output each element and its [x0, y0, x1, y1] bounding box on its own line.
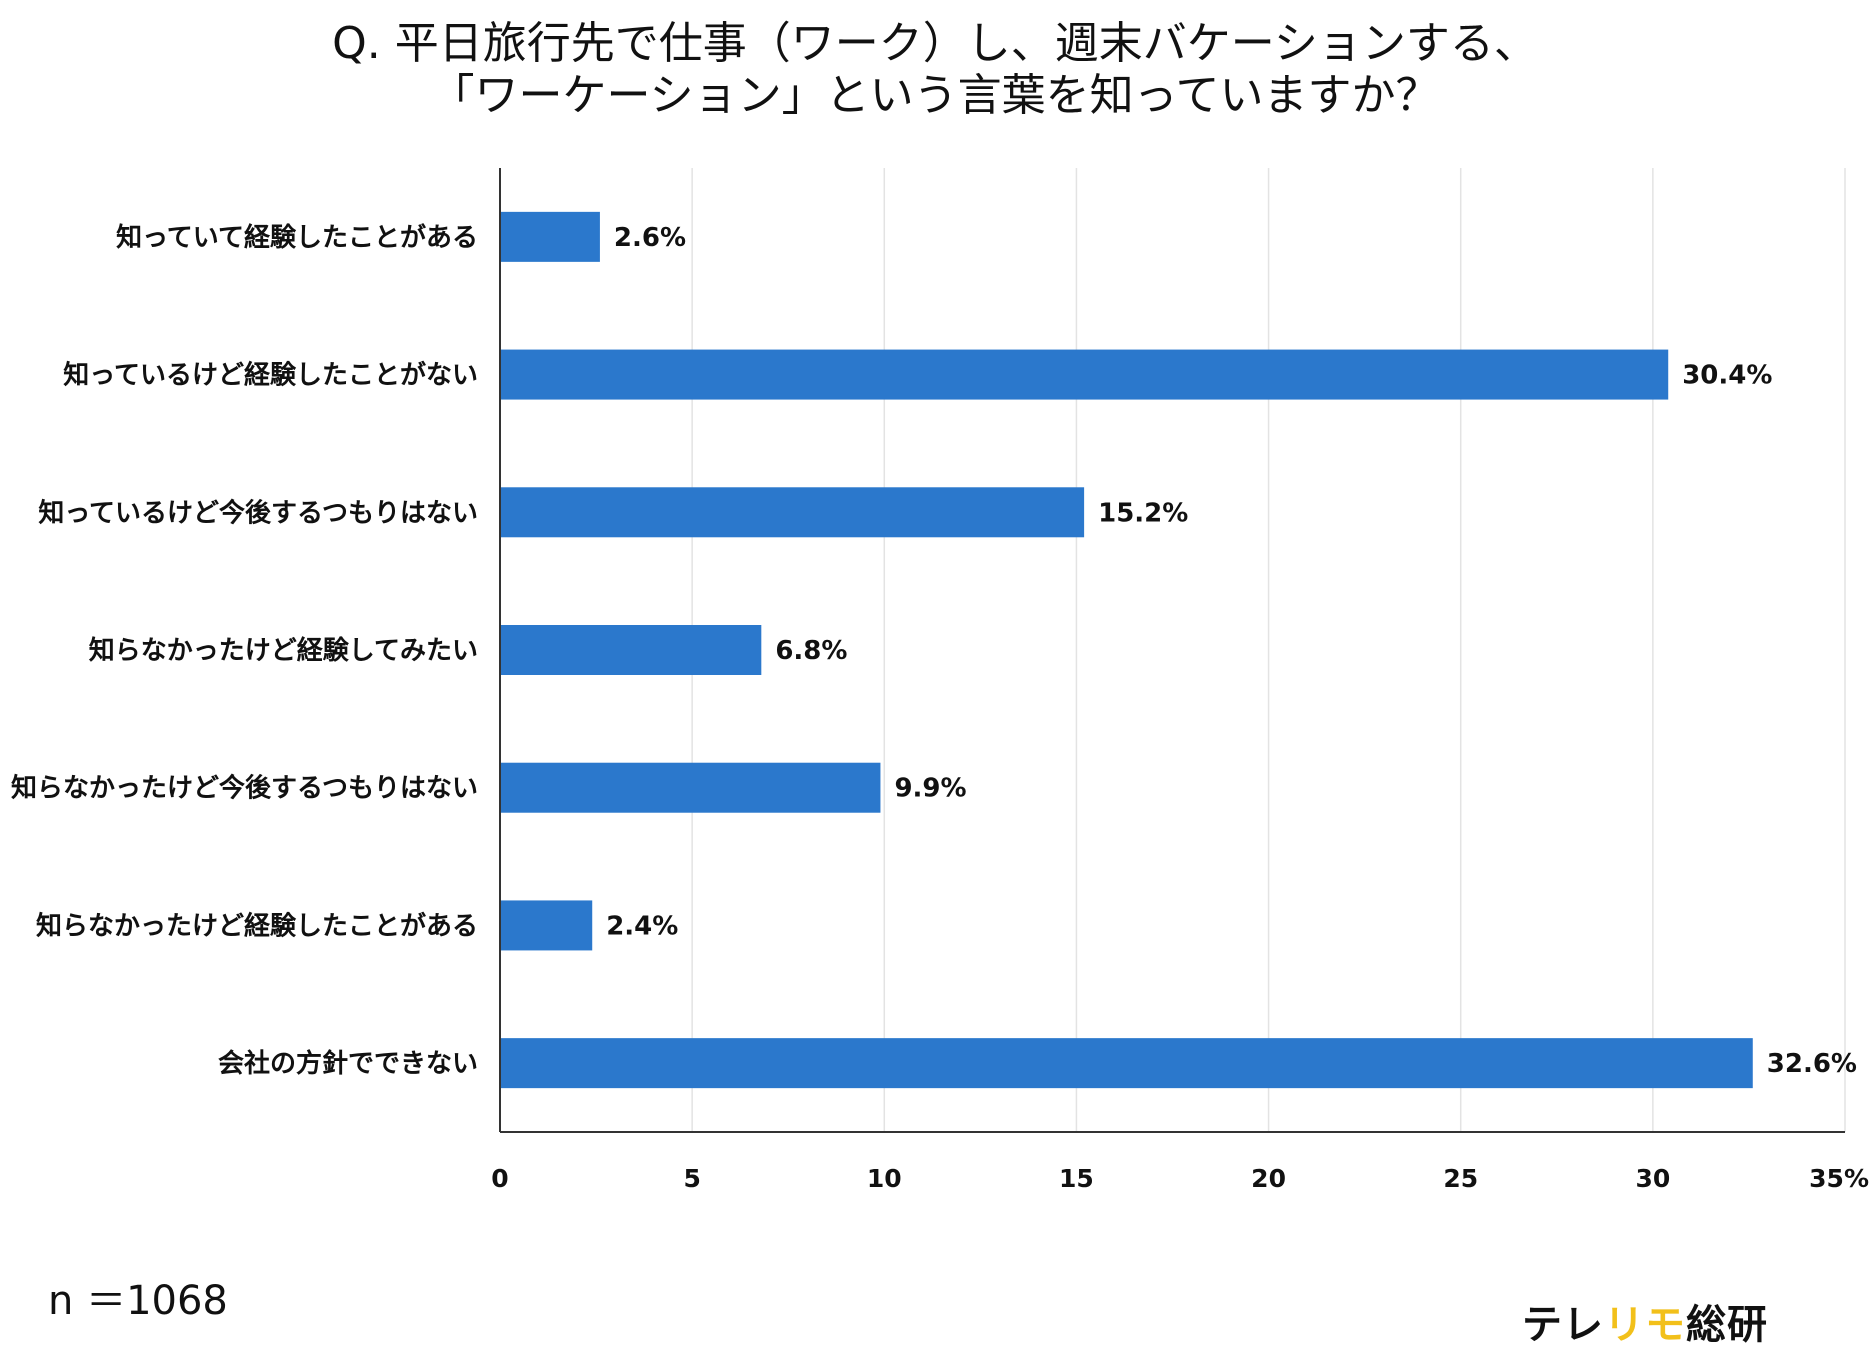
- x-tick-label-35: 35%: [1809, 1164, 1869, 1193]
- brand-logo: テレリモ総研: [1522, 1292, 1768, 1350]
- bar-6: [500, 900, 593, 951]
- value-label-2: 30.4%: [1682, 361, 1772, 391]
- value-label-3: 15.2%: [1098, 498, 1188, 528]
- category-label-3: 知っているけど今後するつもりはない: [38, 497, 478, 528]
- bar-4: [500, 625, 762, 675]
- category-label-2: 知っているけど経験したことがない: [63, 360, 478, 391]
- value-label-4: 6.8%: [775, 636, 847, 666]
- category-label-7: 会社の方針でできない: [218, 1048, 478, 1079]
- bar-7: [500, 1038, 1753, 1089]
- category-label-4: 知らなかったけど経験してみたい: [89, 635, 478, 666]
- value-label-1: 2.6%: [614, 223, 686, 253]
- value-label-6: 2.4%: [606, 911, 678, 941]
- bar-3: [500, 487, 1085, 538]
- x-tick-label-25: 25: [1443, 1164, 1478, 1193]
- x-tick-label-5: 5: [683, 1164, 700, 1193]
- value-label-5: 9.9%: [894, 774, 966, 804]
- category-label-5: 知らなかったけど今後するつもりはない: [11, 773, 478, 804]
- x-tick-label-20: 20: [1251, 1164, 1286, 1193]
- x-tick-label-10: 10: [867, 1164, 902, 1193]
- title-line-2: 「ワーケーション」という言葉を知っていますか？: [430, 70, 1440, 121]
- category-label-6: 知らなかったけど経験したことがある: [36, 910, 478, 941]
- bar-5: [500, 762, 881, 813]
- category-label-1: 知っていて経験したことがある: [116, 222, 478, 253]
- chart-title: Q. 平日旅行先で仕事（ワーク）し、週末バケーションする、 「ワーケーション」と…: [0, 18, 1870, 122]
- sample-size: n ＝1068: [48, 1278, 228, 1324]
- brand-part-3: 総研: [1686, 1302, 1768, 1348]
- title-line-1: Q. 平日旅行先で仕事（ワーク）し、週末バケーションする、: [332, 18, 1538, 69]
- bar-2: [500, 349, 1669, 400]
- x-tick-label-0: 0: [491, 1164, 508, 1193]
- x-tick-label-15: 15: [1059, 1164, 1094, 1193]
- bar-1: [500, 211, 600, 262]
- x-tick-label-30: 30: [1635, 1164, 1670, 1193]
- value-label-7: 32.6%: [1767, 1049, 1857, 1079]
- brand-part-1: テレ: [1522, 1302, 1604, 1348]
- brand-part-2: リモ: [1604, 1302, 1686, 1348]
